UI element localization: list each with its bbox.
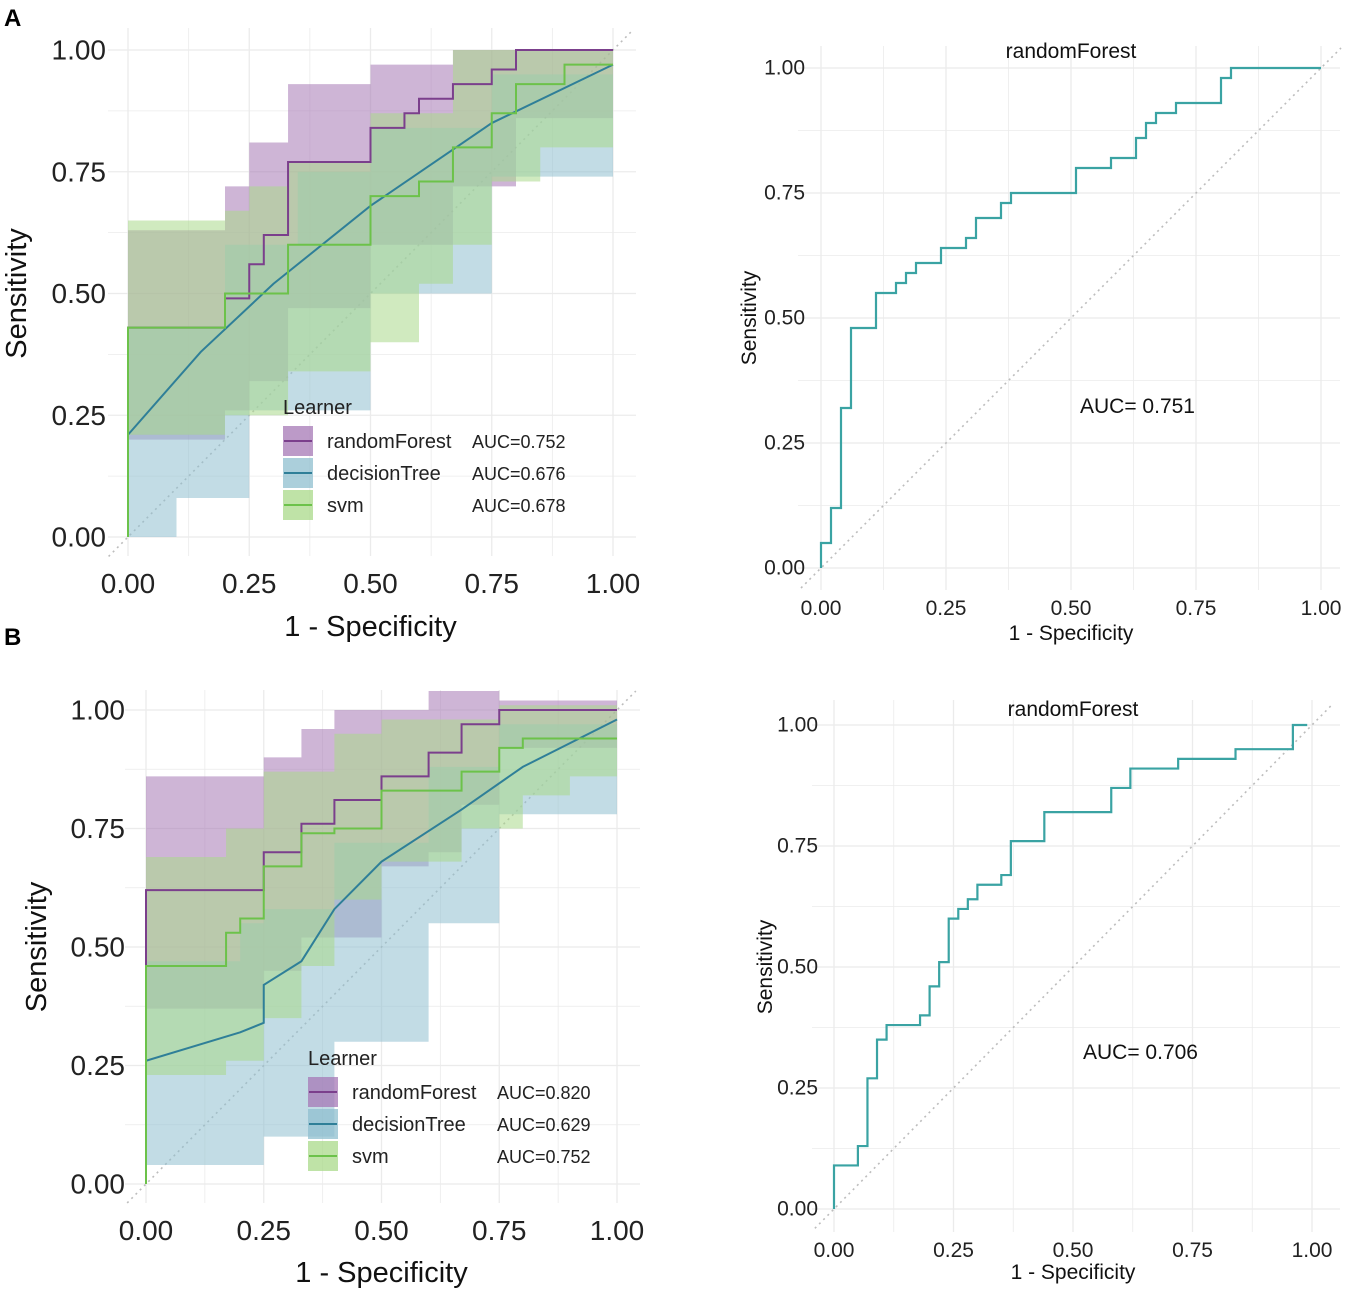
legend-auc-svm: AUC=0.678	[472, 496, 566, 516]
x-tick-label: 0.00	[814, 1239, 855, 1262]
y-tick-label: 1.00	[71, 695, 126, 726]
legend-label-decisionTree: decisionTree	[352, 1114, 466, 1136]
x-tick-label: 1.00	[1301, 597, 1342, 620]
x-tick-label: 0.75	[1176, 597, 1217, 620]
y-tick-label: 1.00	[777, 714, 818, 737]
y-tick-label: 0.50	[71, 932, 126, 963]
y-axis-label: Sensitivity	[754, 919, 777, 1014]
x-tick-label: 0.75	[1172, 1239, 1213, 1262]
y-tick-label: 0.75	[777, 835, 818, 858]
legend: Learner randomForest AUC=0.752 decisionTree…	[283, 397, 566, 520]
chart-b-combined: 0.00 0.25 0.50 0.75 1.00 0.00 0.25 0.50 0.75 1.00…	[21, 690, 644, 1289]
y-tick-label: 0.50	[52, 278, 107, 309]
y-axis-label: Sensitivity	[21, 881, 53, 1012]
x-tick-label: 0.00	[801, 597, 842, 620]
y-tick-label: 0.75	[71, 813, 126, 844]
x-tick-label: 0.25	[933, 1239, 974, 1262]
x-tick-label: 0.50	[343, 568, 398, 599]
chart-b-single: 0.00 0.25 0.50 0.75 1.00 0.00 0.25 0.50 0.75 1.00…	[754, 698, 1340, 1284]
y-tick-label: 0.75	[764, 182, 805, 205]
x-tick-label: 1.00	[1292, 1239, 1333, 1262]
x-tick-label: 0.25	[222, 568, 277, 599]
y-tick-label: 0.00	[71, 1169, 126, 1200]
legend-auc-svm: AUC=0.752	[497, 1147, 591, 1167]
x-axis-label: 1 - Specificity	[1009, 622, 1134, 645]
roc-line-svm	[145, 737, 617, 1184]
legend-auc-decisionTree: AUC=0.629	[497, 1115, 591, 1135]
chart-a-combined: 0.00 0.25 0.50 0.75 1.00 0.00 0.25 0.50 0.75 1.00…	[1, 28, 640, 643]
y-axis-label: Sensitivity	[1, 228, 33, 359]
reference-diagonal	[800, 47, 1342, 589]
chart-a-single: 0.00 0.25 0.50 0.75 1.00 0.00 0.25 0.50 0.75 1.00…	[738, 40, 1342, 645]
y-tick-label: 0.25	[777, 1077, 818, 1100]
auc-annotation: AUC= 0.706	[1083, 1041, 1198, 1064]
x-axis-label: 1 - Specificity	[1011, 1261, 1136, 1284]
chart-title: randomForest	[1008, 698, 1139, 721]
legend-label-randomForest: randomForest	[352, 1082, 477, 1104]
x-tick-label: 0.75	[465, 568, 520, 599]
chart-title: randomForest	[1006, 40, 1137, 63]
legend-auc-randomForest: AUC=0.752	[472, 432, 566, 452]
y-tick-label: 0.00	[52, 522, 107, 553]
x-tick-label: 0.75	[472, 1215, 527, 1246]
y-axis-label: Sensitivity	[738, 270, 761, 365]
y-tick-label: 0.25	[71, 1050, 126, 1081]
legend-auc-randomForest: AUC=0.820	[497, 1083, 591, 1103]
y-tick-label: 0.00	[764, 557, 805, 580]
roc-line-decisionTree	[145, 718, 618, 1184]
y-tick-label: 1.00	[764, 57, 805, 80]
x-tick-label: 0.50	[1053, 1239, 1094, 1262]
legend-auc-decisionTree: AUC=0.676	[472, 464, 566, 484]
legend-label-svm: svm	[352, 1146, 389, 1168]
roc-line-randomForest	[127, 49, 613, 537]
legend-label-decisionTree: decisionTree	[327, 463, 441, 485]
y-tick-label: 0.50	[764, 307, 805, 330]
auc-annotation: AUC= 0.751	[1080, 395, 1195, 418]
x-tick-label: 0.50	[354, 1215, 409, 1246]
x-tick-label: 0.00	[119, 1215, 174, 1246]
roc-line-randomForest	[832, 723, 1308, 1209]
x-axis-label: 1 - Specificity	[295, 1257, 468, 1289]
grid	[798, 46, 1340, 590]
y-tick-label: 0.00	[777, 1198, 818, 1221]
y-tick-label: 1.00	[52, 35, 107, 66]
y-tick-label: 0.75	[52, 156, 107, 187]
roc-line-svm	[127, 63, 613, 537]
x-tick-label: 0.25	[926, 597, 967, 620]
y-tick-label: 0.25	[52, 400, 107, 431]
x-tick-label: 0.00	[101, 568, 156, 599]
reference-diagonal	[814, 705, 1332, 1229]
x-tick-label: 0.50	[1051, 597, 1092, 620]
roc-line-randomForest	[819, 66, 1321, 568]
panel-letter-a: A	[4, 5, 21, 32]
legend-label-randomForest: randomForest	[327, 431, 452, 453]
x-axis-label: 1 - Specificity	[284, 611, 457, 643]
legend-title: Learner	[308, 1048, 377, 1070]
ci-band-svm	[146, 700, 617, 1075]
x-tick-label: 0.25	[237, 1215, 292, 1246]
legend-title: Learner	[283, 397, 352, 419]
y-tick-label: 0.50	[777, 956, 818, 979]
legend: Learner randomForest AUC=0.820 decisionTree…	[308, 1048, 591, 1171]
panel-letter-b: B	[4, 624, 21, 651]
y-tick-label: 0.25	[764, 432, 805, 455]
legend-label-svm: svm	[327, 495, 364, 517]
x-tick-label: 1.00	[586, 568, 641, 599]
x-tick-label: 1.00	[590, 1215, 645, 1246]
grid	[812, 700, 1340, 1232]
